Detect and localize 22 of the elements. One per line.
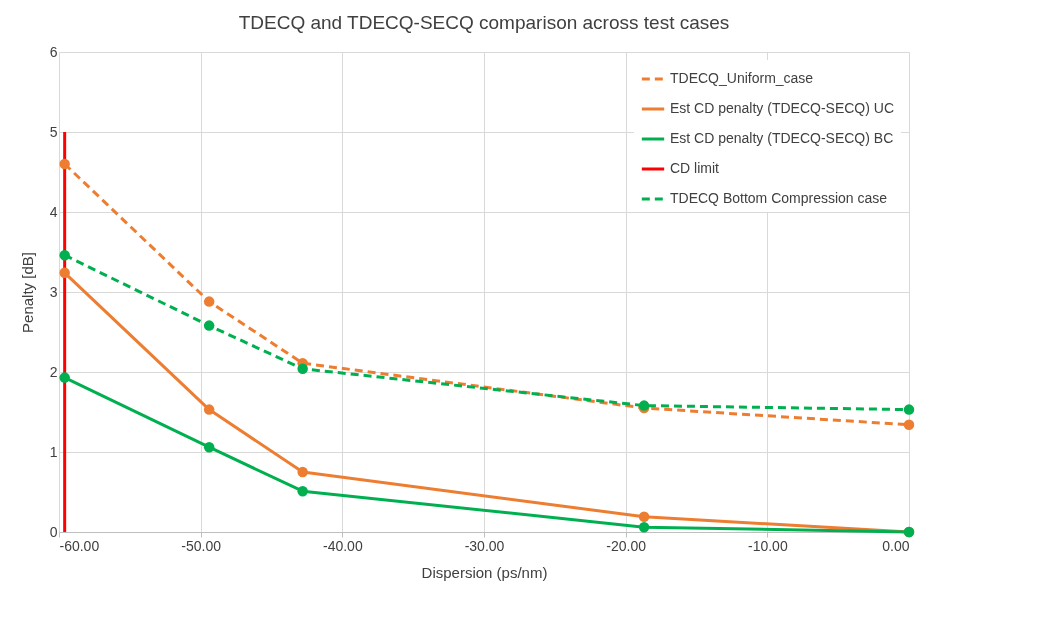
legend-label: Est CD penalty (TDECQ-SECQ) UC — [670, 100, 895, 116]
x-tick-label: -30.00 — [464, 537, 505, 554]
chart-title: TDECQ and TDECQ-SECQ comparison across test cases — [238, 12, 730, 33]
y-tick-label: 6 — [49, 43, 58, 60]
y-tick-label: 0 — [49, 523, 58, 540]
x-tick-label: -50.00 — [181, 537, 222, 554]
legend-label: TDECQ Bottom Compression case — [670, 190, 888, 206]
x-tick-label: -60.00 — [59, 537, 100, 554]
x-tick-label: -10.00 — [747, 537, 788, 554]
x-tick-label: -40.00 — [322, 537, 363, 554]
y-tick-label: 5 — [49, 123, 58, 140]
x-axis-title: Dispersion (ps/nm) — [421, 563, 548, 581]
x-tick-label: 0.00 — [882, 537, 910, 554]
y-tick-label: 1 — [49, 443, 58, 460]
legend-label: TDECQ_Uniform_case — [670, 70, 814, 86]
x-tick-label: -20.00 — [606, 537, 647, 554]
y-tick-label: 4 — [49, 203, 58, 220]
y-tick-label: 3 — [49, 283, 58, 300]
y-tick-label: 2 — [49, 363, 58, 380]
legend-label: Est CD penalty (TDECQ-SECQ) BC — [670, 130, 894, 146]
legend-label: CD limit — [670, 160, 720, 176]
y-axis-title: Penalty [dB] — [18, 252, 36, 333]
